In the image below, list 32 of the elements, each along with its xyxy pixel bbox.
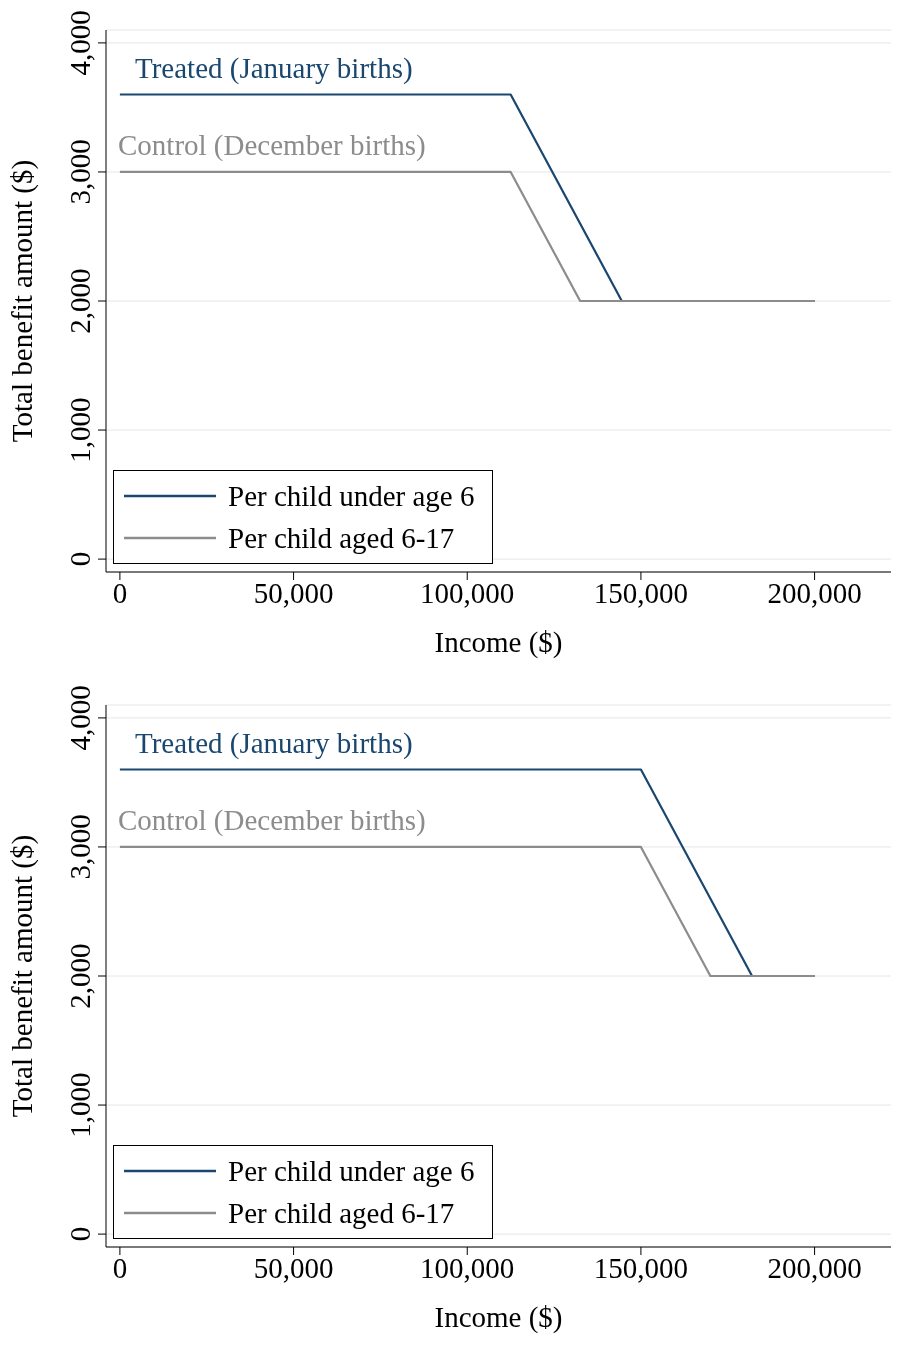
legend-label: Per child under age 6 [228,1154,475,1189]
y-tick-label: 2,000 [64,943,96,1009]
x-tick-label: 200,000 [767,1251,862,1284]
x-tick-label: 200,000 [767,576,862,609]
x-tick-label: 150,000 [593,1251,689,1284]
annotation: Control (December births) [118,129,426,162]
legend-label: Per child aged 6-17 [228,1196,455,1231]
y-tick-label: 0 [64,1226,96,1242]
y-tick-label: 1,000 [64,1072,96,1138]
y-axis-title: Total benefit amount ($) [6,159,40,443]
annotation: Treated (January births) [135,727,413,760]
y-tick-label: 3,000 [64,814,96,880]
legend-label: Per child under age 6 [228,479,475,514]
annotation: Treated (January births) [135,52,413,85]
x-tick-label: 100,000 [420,1251,515,1284]
x-axis-title: Income ($) [434,626,563,659]
x-tick-label: 50,000 [253,1251,334,1284]
legend-label: Per child aged 6-17 [228,521,455,556]
x-axis-title: Income ($) [434,1301,563,1334]
y-tick-label: 2,000 [64,268,96,334]
x-tick-label: 100,000 [420,576,515,609]
x-tick-label: 50,000 [253,576,334,609]
y-tick-label: 1,000 [64,397,96,463]
x-tick-label: 150,000 [593,576,689,609]
y-tick-label: 0 [64,551,96,567]
annotation: Control (December births) [118,804,426,837]
y-tick-label: 4,000 [64,10,96,76]
y-tick-label: 4,000 [64,685,96,751]
x-tick-label: 0 [112,1251,128,1284]
y-axis-title: Total benefit amount ($) [6,834,40,1118]
x-tick-label: 0 [112,576,128,609]
y-tick-label: 3,000 [64,139,96,205]
